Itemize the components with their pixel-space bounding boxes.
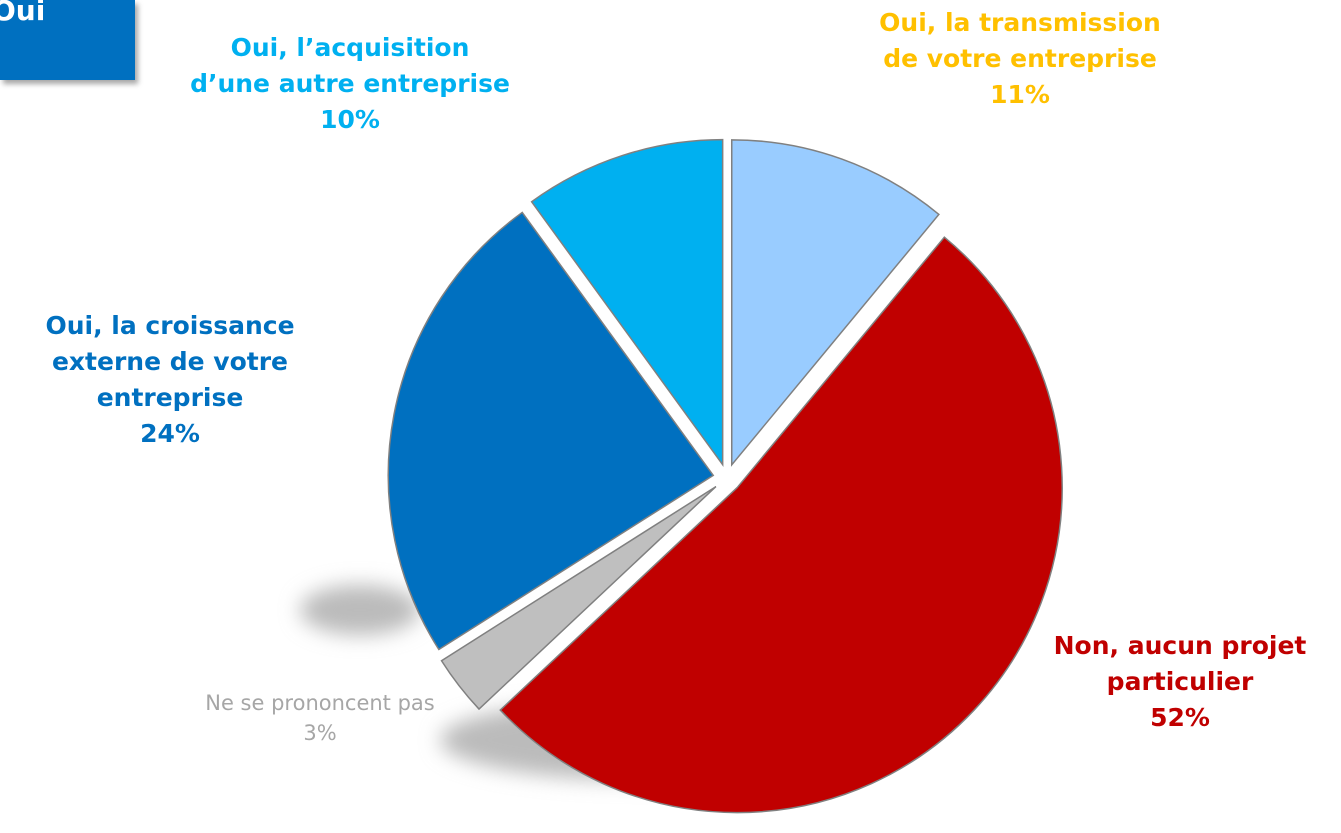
- pie-slice: [499, 236, 1063, 814]
- pie-slice: [387, 211, 715, 651]
- value-label: 3%: [303, 721, 337, 745]
- category-name: Oui, l’acquisition d’une autre entrepris…: [190, 33, 510, 98]
- badge-text: Oui: [0, 0, 46, 27]
- pie-slice: [440, 485, 717, 711]
- pie-slice: [530, 138, 724, 467]
- slice-label: Oui, la croissance externe de votre entr…: [5, 308, 335, 452]
- badge: Oui: [0, 0, 135, 80]
- slice-label: Oui, l’acquisition d’une autre entrepris…: [190, 30, 510, 138]
- value-label: 11%: [990, 80, 1050, 109]
- value-label: 52%: [1150, 703, 1210, 732]
- category-name: Oui, la transmission de votre entreprise: [879, 8, 1161, 73]
- category-name: Oui, la croissance externe de votre entr…: [45, 311, 295, 412]
- category-name: Non, aucun projet particulier: [1053, 631, 1307, 696]
- value-label: 24%: [140, 419, 200, 448]
- slice-label: Ne se prononcent pas 3%: [180, 688, 460, 748]
- slice-label: Non, aucun projet particulier 52%: [1015, 628, 1341, 736]
- category-name: Ne se prononcent pas: [205, 691, 435, 715]
- value-label: 10%: [320, 105, 380, 134]
- slice-label: Oui, la transmission de votre entreprise…: [860, 5, 1180, 113]
- shadow: [300, 585, 420, 635]
- pie-slice: [730, 139, 940, 467]
